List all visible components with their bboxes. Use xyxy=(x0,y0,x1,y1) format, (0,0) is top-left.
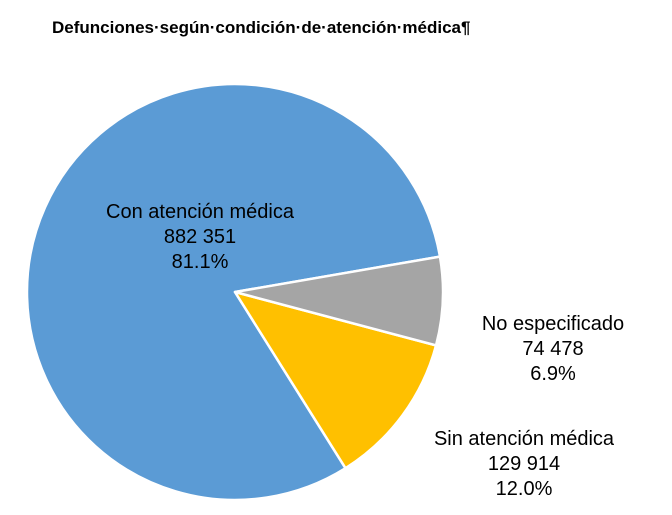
data-label-category: No especificado xyxy=(482,313,624,335)
slice-sin-atencion xyxy=(233,290,438,470)
data-label-value: 129 914 xyxy=(488,453,560,475)
chart-title: Defunciones·según·condición·de·atención·… xyxy=(52,18,471,37)
data-label-category: Con atención médica xyxy=(106,201,295,223)
label-no-especificado: No especificado 74 478 6.9% xyxy=(482,313,624,385)
data-label-category: Sin atención médica xyxy=(434,428,615,450)
slice-con-atencion xyxy=(25,82,442,502)
data-label-percent: 6.9% xyxy=(530,363,576,385)
data-label-percent: 12.0% xyxy=(496,478,553,500)
label-sin-atencion: Sin atención médica 129 914 12.0% xyxy=(434,428,615,500)
data-label-value: 882 351 xyxy=(164,226,236,248)
pie-slices xyxy=(25,82,445,502)
data-label-percent: 81.1% xyxy=(172,251,229,273)
data-label-value: 74 478 xyxy=(522,338,583,360)
label-con-atencion: Con atención médica 882 351 81.1% xyxy=(106,201,295,273)
pie-data-labels: Con atención médica 882 351 81.1% Sin atenc… xyxy=(106,201,624,500)
slice-no-especificado xyxy=(233,255,445,347)
